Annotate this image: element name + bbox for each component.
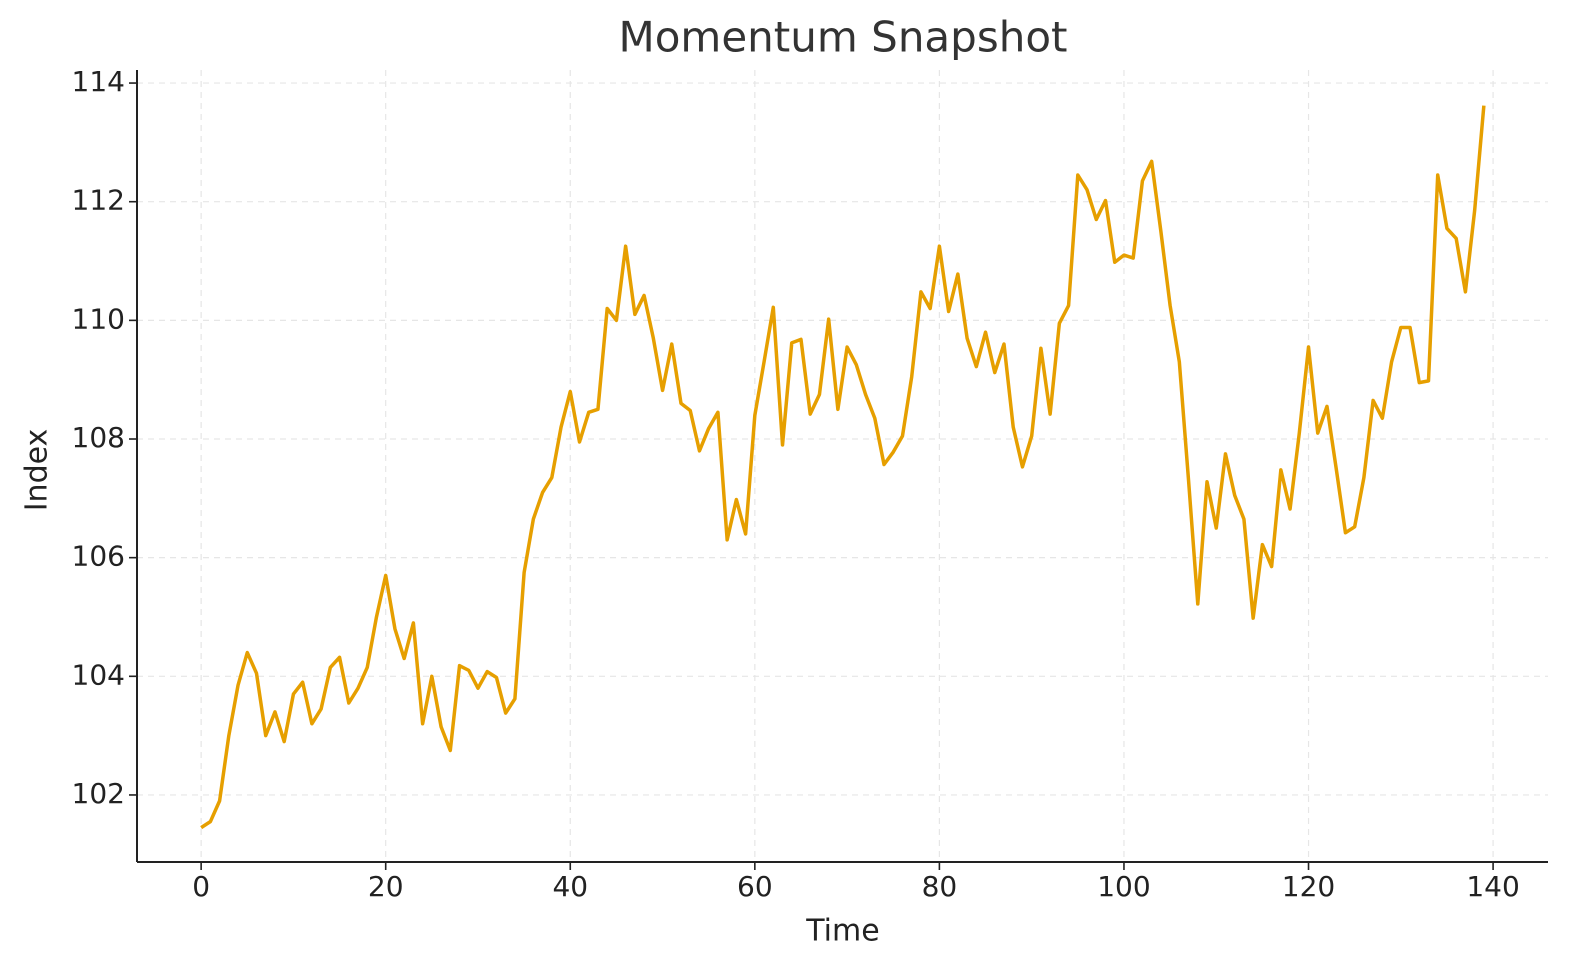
x-tick-label: 140	[1466, 870, 1519, 903]
y-tick-label: 108	[72, 421, 125, 454]
x-tick-label: 120	[1282, 870, 1335, 903]
x-tick-label: 80	[922, 870, 958, 903]
x-tick-label: 100	[1097, 870, 1150, 903]
x-tick-label: 20	[368, 870, 404, 903]
x-tick-label: 0	[192, 870, 210, 903]
y-tick-label: 106	[72, 540, 125, 573]
chart-title: Momentum Snapshot	[619, 13, 1068, 62]
y-tick-label: 110	[72, 302, 125, 335]
y-axis-label: Index	[20, 429, 55, 512]
x-tick-label: 40	[552, 870, 588, 903]
y-tick-label: 104	[72, 658, 125, 691]
x-axis-label: Time	[805, 914, 879, 949]
x-tick-label: 60	[737, 870, 773, 903]
data-line	[200, 105, 1486, 830]
y-tick-label: 102	[72, 777, 125, 810]
y-tick-label: 114	[72, 65, 125, 98]
y-tick-label: 112	[72, 184, 125, 217]
